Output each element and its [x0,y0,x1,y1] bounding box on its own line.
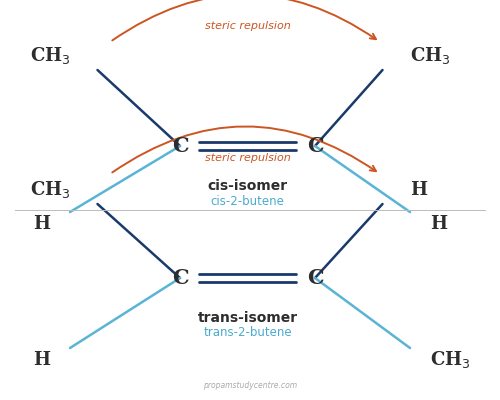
Text: C: C [172,136,188,156]
Text: cis-isomer: cis-isomer [208,179,288,193]
Text: CH$_3$: CH$_3$ [430,350,470,370]
Text: propamstudycentre.com: propamstudycentre.com [203,381,297,390]
Text: cis-2-butene: cis-2-butene [210,195,284,208]
Text: H: H [430,215,447,233]
Text: CH$_3$: CH$_3$ [30,46,70,66]
Text: C: C [172,268,188,288]
Text: trans-isomer: trans-isomer [198,311,298,325]
Text: C: C [306,268,324,288]
Text: trans-2-butene: trans-2-butene [203,326,292,339]
Text: C: C [306,136,324,156]
Text: H: H [33,351,50,369]
Text: CH$_3$: CH$_3$ [30,180,70,200]
Text: CH$_3$: CH$_3$ [410,46,451,66]
Text: steric repulsion: steric repulsion [204,153,290,163]
Text: steric repulsion: steric repulsion [204,21,290,31]
Text: H: H [410,181,427,199]
Text: H: H [33,215,50,233]
